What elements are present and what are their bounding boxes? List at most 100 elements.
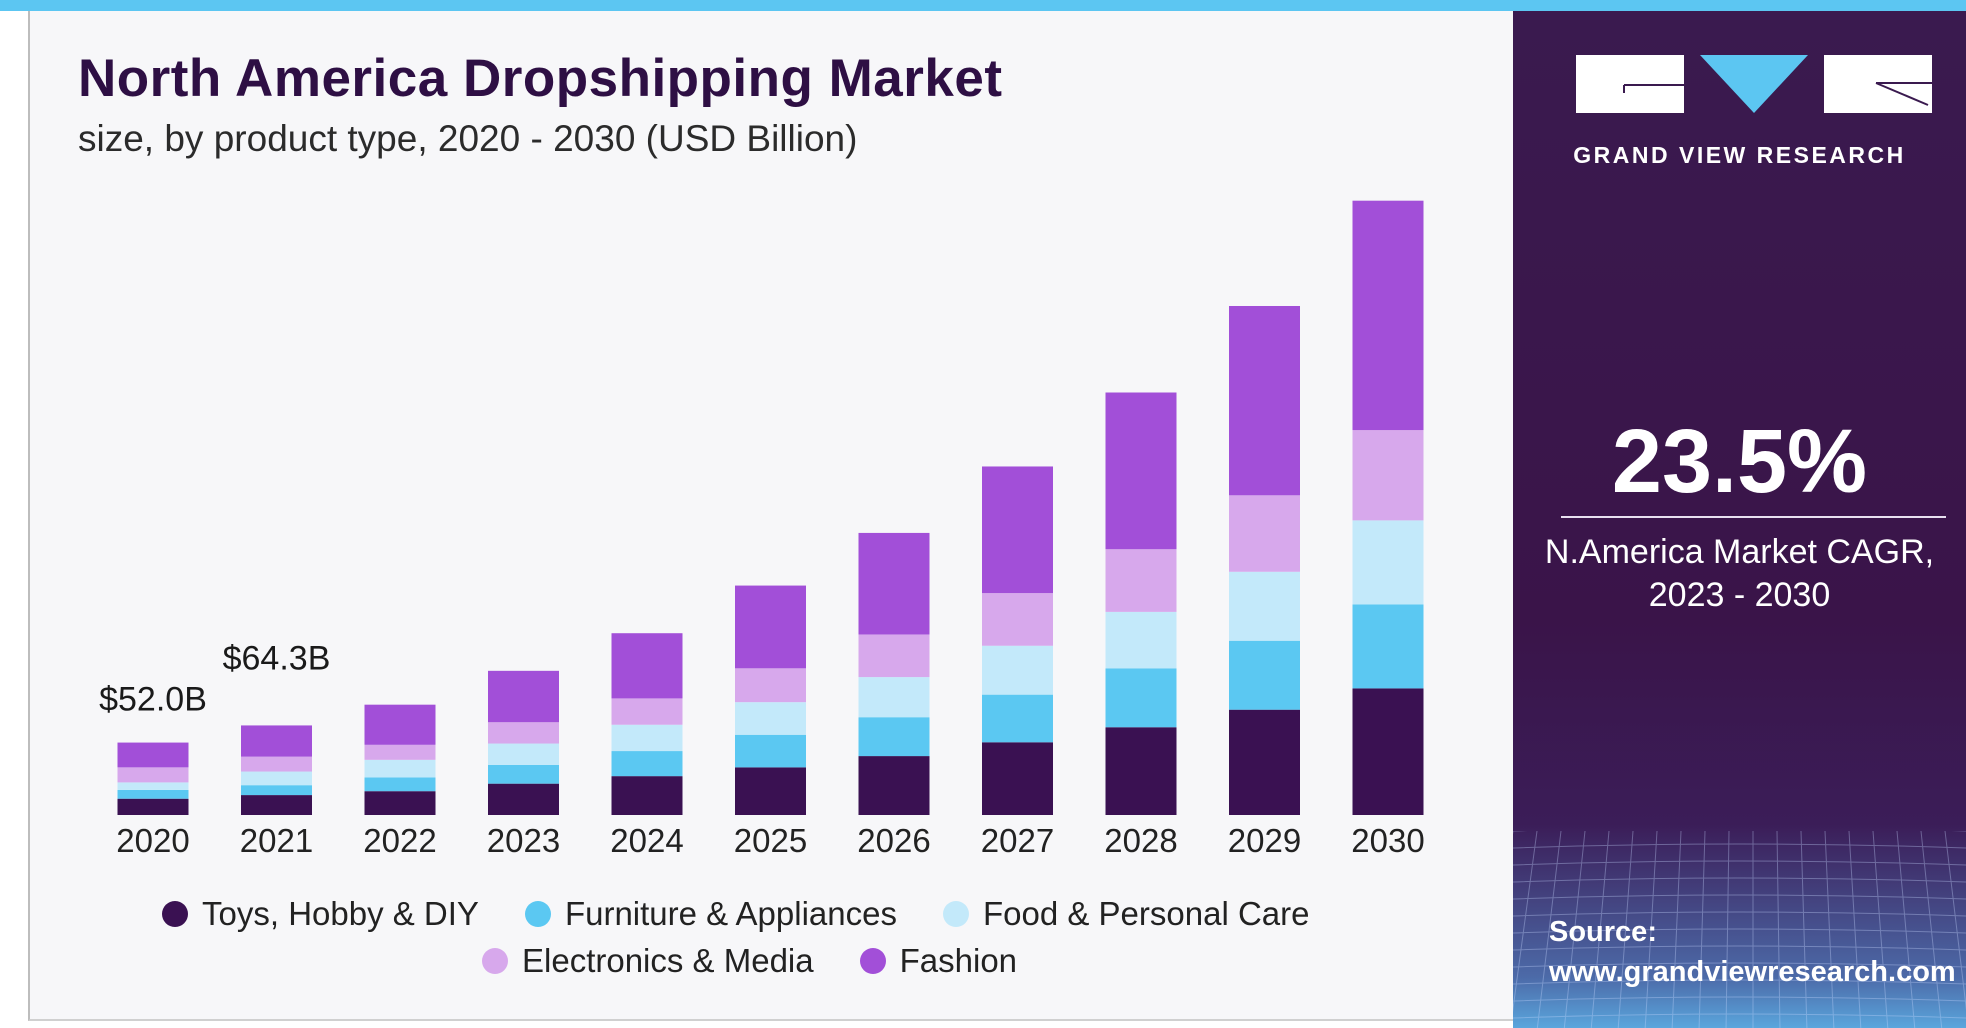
bar-segment-2029-3 [1229, 495, 1300, 572]
bar-segment-2027-3 [982, 593, 1053, 646]
legend-item: Furniture & Appliances [524, 895, 897, 933]
grid-line [1536, 831, 1562, 1028]
bar-segment-2021-0 [241, 795, 312, 815]
grid-line [1644, 831, 1658, 1028]
bar-segment-2030-3 [1352, 430, 1424, 521]
bar-segment-2026-2 [858, 677, 930, 718]
bar-segment-2023-4 [488, 670, 559, 723]
grid-line [1725, 831, 1730, 1028]
source-url[interactable]: www.grandviewresearch.com [1549, 956, 1956, 988]
legend-label: Fashion [899, 942, 1018, 979]
bar-segment-2027-2 [982, 645, 1053, 695]
brand-panel: GRAND VIEW RESEARCH 23.5% N.America Mark… [1513, 11, 1966, 1028]
x-tick-label: 2030 [1351, 822, 1424, 859]
bar-segment-2026-3 [858, 634, 930, 678]
bar-segment-2025-4 [735, 585, 806, 669]
legend-label: Electronics & Media [522, 942, 814, 979]
x-tick-label: 2021 [240, 822, 313, 859]
grid-line [1513, 860, 1966, 866]
bar-segment-2024-2 [611, 724, 683, 752]
x-tick-label: 2023 [487, 822, 560, 859]
bar-segment-2020-0 [117, 798, 189, 815]
bar-segment-2028-3 [1105, 549, 1177, 612]
bar-segment-2022-2 [364, 759, 436, 778]
legend-row: Electronics & Media Fashion [482, 942, 1017, 980]
x-tick-label: 2025 [734, 822, 807, 859]
grid-line [1896, 831, 1916, 1028]
grid-line [1800, 831, 1808, 1028]
x-tick-label: 2022 [363, 822, 436, 859]
bar-segment-2025-1 [735, 734, 806, 768]
cagr-label-line-2: 2023 - 2030 [1648, 576, 1831, 614]
bar-segment-2020-2 [117, 782, 189, 790]
bar-segment-2027-0 [982, 742, 1053, 815]
grid-line [1513, 962, 1966, 968]
bar-segment-2026-1 [858, 717, 930, 757]
x-tick-label: 2028 [1104, 822, 1177, 859]
data-label: $52.0B [99, 681, 207, 719]
x-tick-label: 2020 [116, 822, 189, 859]
bar-segment-2030-0 [1352, 688, 1424, 815]
bar-segment-2024-0 [611, 776, 683, 815]
bar-segment-2029-1 [1229, 640, 1300, 710]
grid-line [1671, 831, 1682, 1028]
bar-segment-2024-1 [611, 751, 683, 777]
legend-swatch-icon [162, 901, 188, 927]
bar-segment-2030-4 [1352, 200, 1424, 431]
bar-segment-2028-1 [1105, 668, 1177, 728]
bar-segment-2020-4 [117, 742, 189, 768]
x-tick-label: 2029 [1228, 822, 1301, 859]
grid-line [1513, 945, 1966, 951]
bar-segment-2030-1 [1352, 604, 1424, 689]
top-accent-band [0, 0, 1966, 11]
bar-segment-2023-3 [488, 722, 559, 744]
grid-line [1590, 831, 1610, 1028]
grid-line [1563, 831, 1586, 1028]
legend-item: Food & Personal Care [942, 895, 1309, 933]
grid-line [1824, 831, 1835, 1028]
bar-segment-2021-1 [241, 785, 312, 796]
x-tick-label: 2026 [857, 822, 930, 859]
grid-line [1513, 831, 1538, 1013]
bar-segment-2027-1 [982, 694, 1053, 743]
brand-name: GRAND VIEW RESEARCH [1573, 142, 1906, 168]
bar-segment-2024-3 [611, 698, 683, 725]
grid-line [1776, 831, 1781, 1028]
grid-line [1513, 996, 1966, 1002]
bar-segment-2028-0 [1105, 727, 1177, 815]
bar-segment-2029-4 [1229, 305, 1300, 496]
data-label: $64.3B [223, 639, 331, 677]
source-label: Source: [1549, 916, 1657, 948]
grid-line [1513, 894, 1966, 900]
legend-label: Toys, Hobby & DIY [202, 895, 479, 932]
bar-segment-2023-2 [488, 743, 559, 765]
grand-view-research-logo [1576, 55, 1932, 113]
bar-segment-2023-0 [488, 783, 559, 815]
bar-segment-2025-3 [735, 668, 806, 703]
chart-subtitle: size, by product type, 2020 - 2030 (USD … [78, 118, 858, 159]
legend-swatch-icon [524, 901, 551, 927]
grid-line [1513, 877, 1966, 883]
bar-segment-2020-3 [117, 767, 189, 783]
bar-segment-2029-2 [1229, 571, 1300, 641]
grid-line [1848, 831, 1862, 1028]
grid-line [1513, 928, 1966, 934]
cagr-label: N.America Market CAGR, 2023 - 2030 [1513, 531, 1966, 617]
grid-line [1872, 831, 1889, 1028]
cagr-value: 23.5% [1611, 412, 1868, 512]
legend-row: Toys, Hobby & DIY Furniture & Appliances F… [162, 895, 1309, 933]
x-tick-label: 2027 [981, 822, 1054, 859]
bar-segment-2023-1 [488, 764, 559, 784]
bar-segment-2022-3 [364, 744, 436, 760]
bar-segment-2026-0 [858, 756, 930, 815]
bar-segment-2030-2 [1352, 520, 1424, 605]
grid-line [1617, 831, 1634, 1028]
grid-line [1698, 831, 1706, 1028]
legend-item: Fashion [859, 942, 1018, 980]
bar-segment-2024-4 [611, 633, 683, 699]
grid-line [1513, 843, 1966, 849]
legend-swatch-icon [482, 948, 508, 974]
bar-segment-2026-4 [858, 532, 930, 635]
bar-segment-2025-2 [735, 702, 806, 735]
bar-segment-2022-1 [364, 777, 436, 792]
